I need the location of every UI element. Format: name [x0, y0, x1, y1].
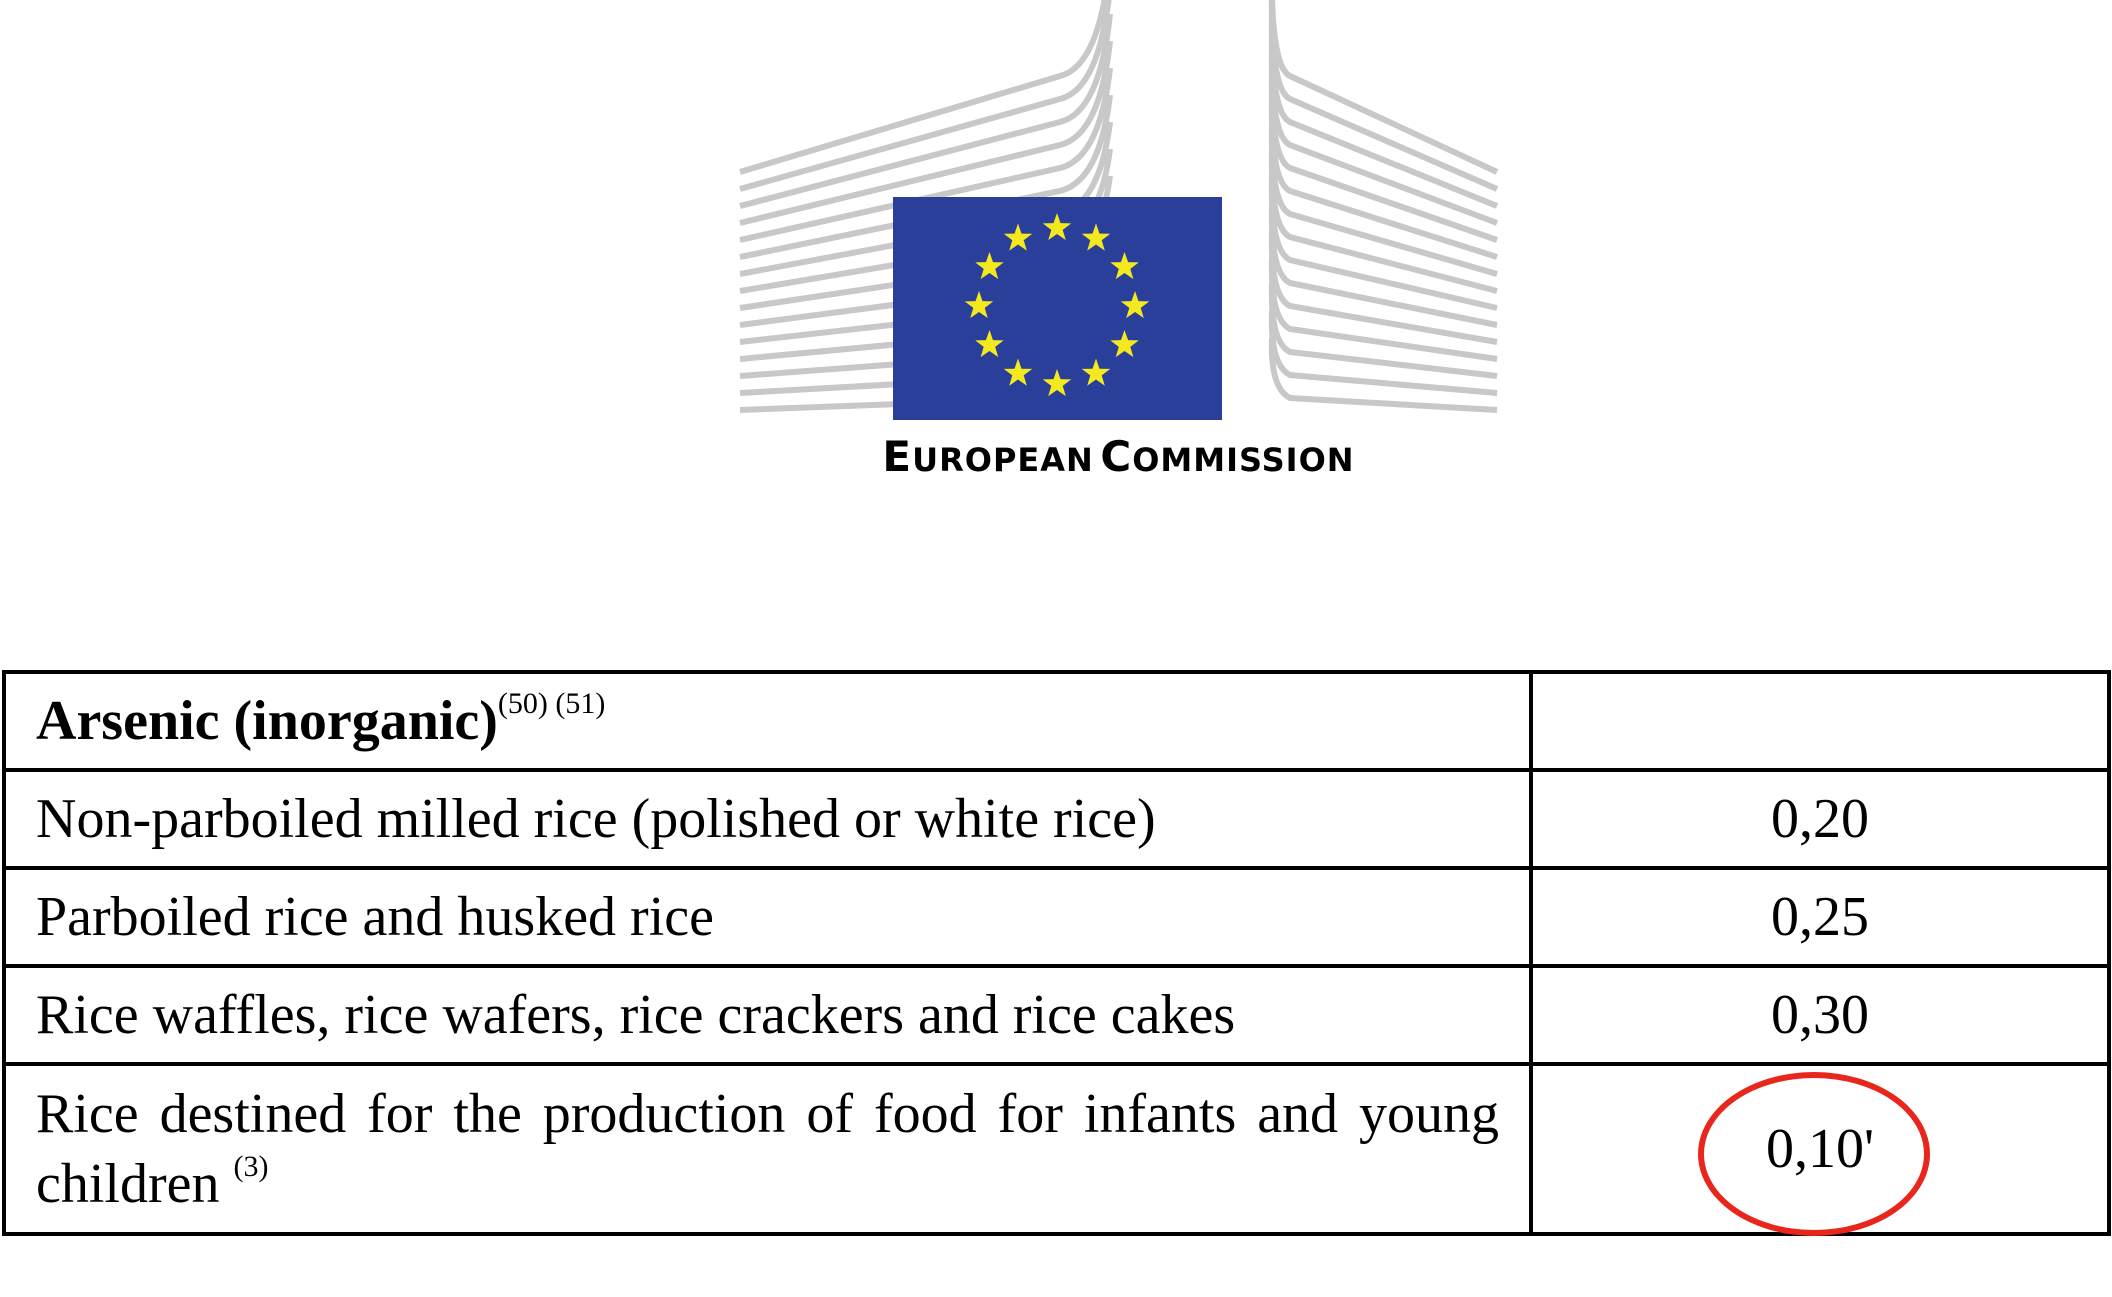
table-header-row: Arsenic (inorganic)(50) (51)	[2, 670, 2111, 772]
title-footnotes: (50) (51)	[497, 687, 606, 720]
value-cell: 0,30	[1529, 964, 2111, 1066]
value-cell: 0,25	[1529, 866, 2111, 968]
product-cell: Parboiled rice and husked rice	[2, 866, 1533, 968]
table-row: Non-parboiled milled rice (polished or w…	[2, 768, 2111, 870]
building-stripe	[739, 67, 1113, 243]
star-icon	[975, 252, 1004, 280]
building-stripe	[739, 40, 1113, 226]
star-icon	[1110, 330, 1139, 358]
building-stripe	[1269, 0, 1499, 175]
table-row: Rice destined for the production of food…	[2, 1062, 2111, 1236]
berlaymont-building-icon	[739, 0, 1499, 420]
organization-name: EUROPEAN COMMISSION	[882, 432, 1355, 481]
star-icon	[964, 291, 994, 319]
product-text: Rice destined for the production of food…	[36, 1083, 1499, 1215]
building-stripe	[739, 0, 1108, 175]
highlighted-value-cell: 0,10'	[1529, 1062, 2111, 1236]
star-icon	[1042, 369, 1072, 397]
substance-title-cell: Arsenic (inorganic)(50) (51)	[2, 670, 1533, 772]
european-commission-logo: EUROPEAN COMMISSION	[0, 0, 2112, 520]
star-icon	[1120, 291, 1150, 319]
product-cell: Non-parboiled milled rice (polished or w…	[2, 768, 1533, 870]
star-icon	[1081, 223, 1111, 251]
star-icon	[1110, 252, 1139, 280]
star-icon	[1042, 213, 1072, 241]
value-cell: 0,20	[1529, 768, 2111, 870]
star-icon	[1081, 358, 1111, 386]
building-stripe	[739, 0, 1112, 192]
table-row: Parboiled rice and husked rice 0,25	[2, 866, 2111, 968]
building-stripe	[739, 13, 1113, 209]
star-icon	[975, 330, 1004, 358]
maximum-levels-table: Arsenic (inorganic)(50) (51) Non-parboil…	[2, 670, 2111, 1236]
building-stripe	[739, 94, 1113, 260]
product-cell: Rice waffles, rice wafers, rice crackers…	[2, 964, 1533, 1066]
header-value-cell	[1529, 670, 2111, 772]
table-row: Rice waffles, rice wafers, rice crackers…	[2, 964, 2111, 1066]
substance-title: Arsenic (inorganic)	[36, 690, 498, 752]
star-icon	[1003, 358, 1033, 386]
star-icon	[1003, 223, 1033, 251]
product-footnote: (3)	[233, 1150, 269, 1183]
product-cell: Rice destined for the production of food…	[2, 1062, 1533, 1236]
